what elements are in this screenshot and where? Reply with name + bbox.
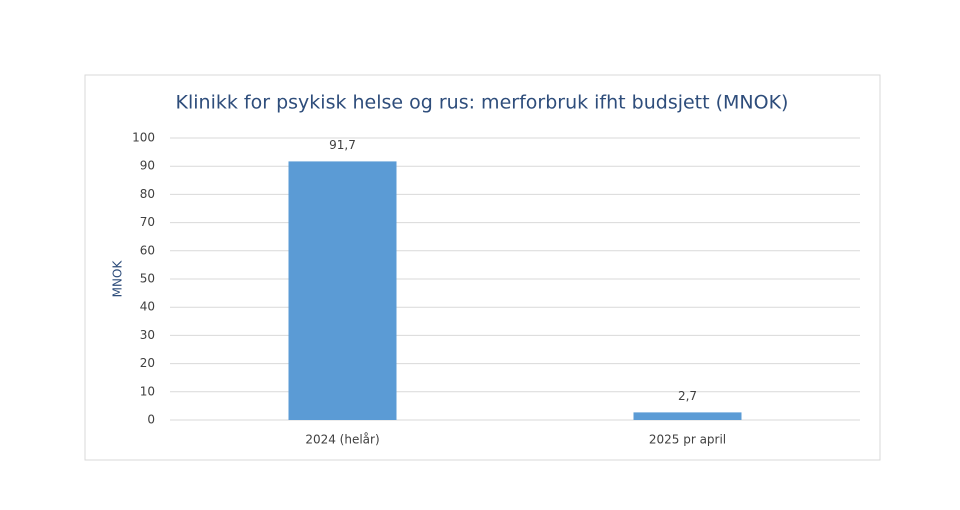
bar xyxy=(633,412,742,420)
y-tick-label: 10 xyxy=(140,384,155,398)
y-tick-label: 30 xyxy=(140,328,155,342)
y-tick-label: 90 xyxy=(140,159,155,173)
y-axis-label: MNOK xyxy=(111,260,125,298)
y-tick-label: 0 xyxy=(147,413,155,427)
bar xyxy=(288,161,397,420)
chart-title: Klinikk for psykisk helse og rus: merfor… xyxy=(176,92,789,114)
data-label: 2,7 xyxy=(678,389,697,403)
y-tick-label: 50 xyxy=(140,272,155,286)
y-tick-label: 20 xyxy=(140,356,155,370)
y-tick-label: 40 xyxy=(140,300,155,314)
y-tick-label: 100 xyxy=(132,131,155,145)
data-label: 91,7 xyxy=(329,138,356,152)
y-tick-label: 60 xyxy=(140,243,155,257)
y-tick-label: 80 xyxy=(140,187,155,201)
y-tick-label: 70 xyxy=(140,215,155,229)
x-tick-label: 2024 (helår) xyxy=(305,433,379,447)
x-tick-label: 2025 pr april xyxy=(649,433,726,447)
chart-frame xyxy=(84,74,881,461)
